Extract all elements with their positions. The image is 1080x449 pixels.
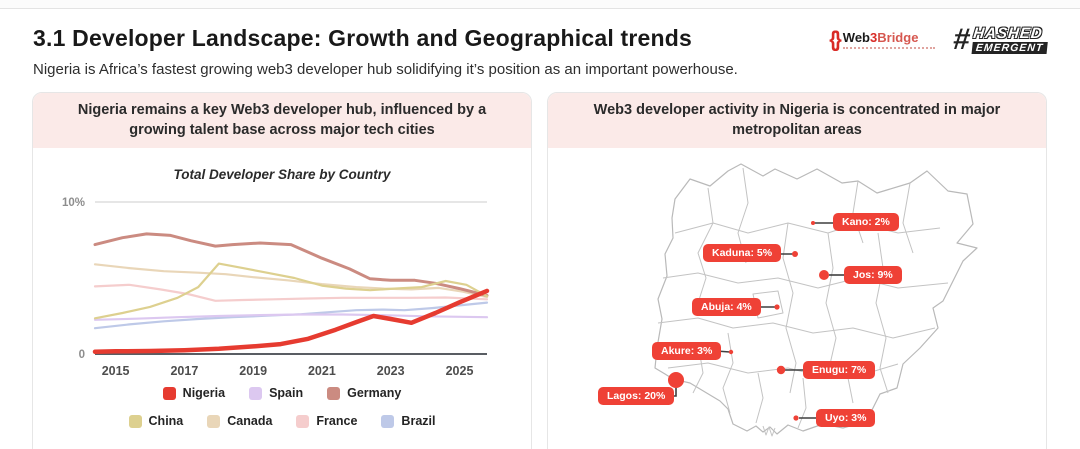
web3bridge-brace-icon: {} (829, 27, 841, 52)
lagos-marker (668, 372, 684, 388)
nigeria-map: Kano: 2% Kaduna: 5% Jos: 9% Abuja: 4% Ak… (548, 93, 1046, 449)
legend-item-france: France (296, 414, 357, 428)
legend-label: Spain (269, 386, 304, 401)
x-tick-label: 2021 (308, 364, 336, 378)
legend-swatch (296, 414, 310, 428)
hash-icon: # (951, 23, 972, 56)
series-line-nigeria (92, 288, 490, 355)
chart-legend: Nigeria Spain Germany China Canada France Braz… (33, 386, 531, 428)
panels-row: Nigeria remains a key Web3 developer hub… (0, 92, 1080, 449)
legend-item-brazil: Brazil (381, 414, 435, 428)
map-label-jos: Jos: 9% (844, 266, 902, 285)
legend-label: Nigeria (182, 386, 226, 401)
legend-label: Canada (227, 414, 273, 429)
web3bridge-logo: {} Web3Bridge (829, 27, 935, 52)
legend-swatch (327, 386, 341, 400)
window-top-edge (0, 0, 1080, 9)
jos-marker (819, 270, 829, 280)
legend-label: Germany (347, 386, 402, 401)
hashed-line1: HASHED (972, 24, 1044, 42)
legend-item-germany: Germany (327, 386, 401, 400)
legend-swatch (128, 414, 142, 428)
legend-label: China (148, 414, 184, 429)
hashed-line2: EMERGENT (970, 41, 1048, 55)
web3bridge-text: Web3Bridge (843, 31, 935, 44)
akure-marker (728, 349, 734, 355)
y-tick-label-0: 0 (79, 349, 85, 361)
series-line-china (93, 262, 489, 320)
chart-title: Total Developer Share by Country (173, 167, 391, 183)
nigeria-map-svg (654, 163, 978, 437)
x-tick-label: 2023 (377, 364, 405, 378)
x-tick-label: 2025 (446, 364, 474, 378)
developer-share-chart-svg: 10% 0 2015 2017 2019 2021 2023 2025 (62, 197, 490, 378)
series-line-france (93, 283, 489, 303)
map-label-abuja: Abuja: 4% (692, 298, 761, 317)
map-label-akure: Akure: 3% (652, 342, 722, 361)
legend-item-canada: Canada (207, 414, 272, 428)
logo-row: {} Web3Bridge # HASHED EMERGENT (829, 23, 1048, 57)
legend-item-nigeria: Nigeria (162, 386, 226, 401)
legend-swatch (249, 386, 263, 400)
kaduna-marker (792, 251, 798, 257)
developer-share-panel: Nigeria remains a key Web3 developer hub… (32, 92, 532, 449)
hashed-emergent-logo: # HASHED EMERGENT (951, 23, 1050, 57)
legend-label: Brazil (401, 414, 436, 429)
uyo-marker (793, 415, 799, 421)
series-line-canada (93, 263, 489, 299)
right-panel-header-text: Web3 developer activity in Nigeria is co… (593, 102, 1001, 138)
legend-swatch (207, 414, 221, 428)
map-label-kano: Kano: 2% (833, 213, 899, 232)
legend-swatch (162, 386, 176, 400)
kano-marker (811, 221, 815, 225)
nigeria-outline (654, 163, 978, 435)
left-panel-header-text: Nigeria remains a key Web3 developer hub… (77, 102, 487, 138)
map-label-lagos: Lagos: 20% (598, 387, 675, 406)
page-title: 3.1 Developer Landscape: Growth and Geog… (33, 25, 692, 51)
abuja-marker (774, 304, 780, 310)
legend-item-china: China (128, 414, 184, 429)
web3bridge-wordmark: Web3Bridge (842, 31, 935, 49)
web3bridge-3: 3 (870, 30, 878, 45)
map-label-kaduna: Kaduna: 5% (703, 244, 782, 263)
legend-swatch (381, 414, 395, 428)
legend-item-spain: Spain (249, 386, 303, 400)
x-tick-label: 2017 (170, 364, 198, 378)
city-markers (668, 221, 829, 421)
map-label-enugu: Enugu: 7% (803, 361, 876, 380)
x-tick-label: 2019 (239, 364, 267, 378)
legend-label: France (316, 414, 358, 429)
page-header: 3.1 Developer Landscape: Growth and Geog… (0, 9, 1080, 78)
series-line-germany (93, 232, 489, 298)
hashed-wordmark: HASHED EMERGENT (970, 24, 1050, 55)
series-line-spain (93, 313, 489, 322)
x-tick-label: 2015 (102, 364, 130, 378)
y-tick-label-10: 10% (62, 197, 85, 209)
right-panel-header: Web3 developer activity in Nigeria is co… (548, 93, 1046, 149)
web3bridge-tagline (842, 47, 935, 49)
enugu-marker (776, 365, 786, 375)
series-line-brazil (93, 301, 489, 330)
page-subtitle: Nigeria is Africa’s fastest growing web3… (33, 61, 738, 78)
web3bridge-web: Web (842, 30, 871, 45)
map-label-uyo: Uyo: 3% (816, 409, 876, 428)
left-panel-header: Nigeria remains a key Web3 developer hub… (33, 93, 531, 149)
web3bridge-bridge: Bridge (877, 30, 919, 45)
nigeria-map-panel: Web3 developer activity in Nigeria is co… (547, 92, 1047, 449)
